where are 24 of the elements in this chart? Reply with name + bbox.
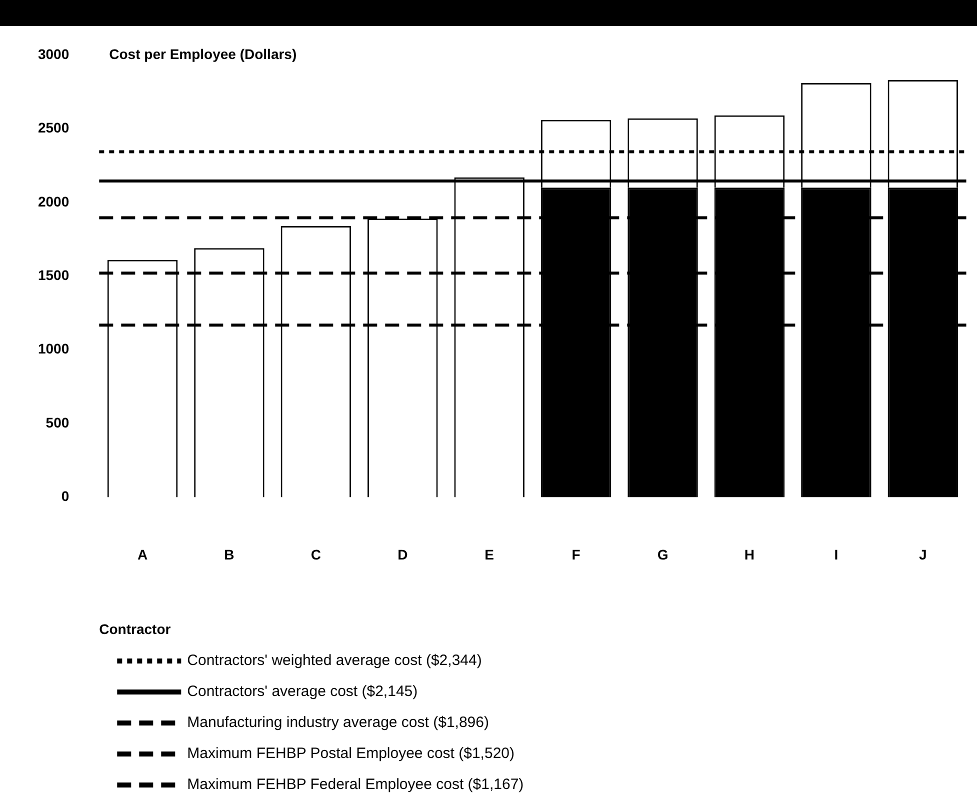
- x-tick-label: I: [834, 546, 838, 562]
- y-tick-label: 1000: [38, 340, 70, 357]
- legend-label: Maximum FEHBP Federal Employee cost ($1,167): [187, 776, 524, 794]
- x-tick-label: A: [137, 546, 148, 562]
- x-tick-label: J: [919, 546, 927, 562]
- x-tick-label: C: [310, 546, 321, 562]
- legend-label: Manufacturing industry average cost ($1,896): [187, 714, 489, 732]
- y-axis-title: Cost per Employee (Dollars): [109, 46, 297, 62]
- y-tick-label: 500: [46, 414, 70, 430]
- legend-label: Contractors' weighted average cost ($2,344): [187, 652, 482, 670]
- legend-label: Contractors' average cost ($2,145): [187, 683, 418, 700]
- x-tick-label: B: [224, 546, 234, 562]
- y-tick-label: 1500: [38, 266, 70, 283]
- x-axis-title: Contractor: [99, 620, 172, 637]
- y-tick-label: 0: [61, 488, 70, 504]
- x-tick-label: H: [744, 546, 755, 562]
- x-tick-label: D: [398, 546, 408, 562]
- legend-label: Maximum FEHBP Postal Employee cost ($1,520): [187, 745, 515, 762]
- x-tick-label: F: [572, 546, 581, 562]
- y-tick-label: 2500: [38, 120, 70, 136]
- y-tick-label: 2000: [38, 193, 70, 210]
- x-tick-label: G: [657, 546, 668, 562]
- x-tick-label: E: [484, 546, 494, 562]
- y-tick-label: 3000: [38, 46, 70, 62]
